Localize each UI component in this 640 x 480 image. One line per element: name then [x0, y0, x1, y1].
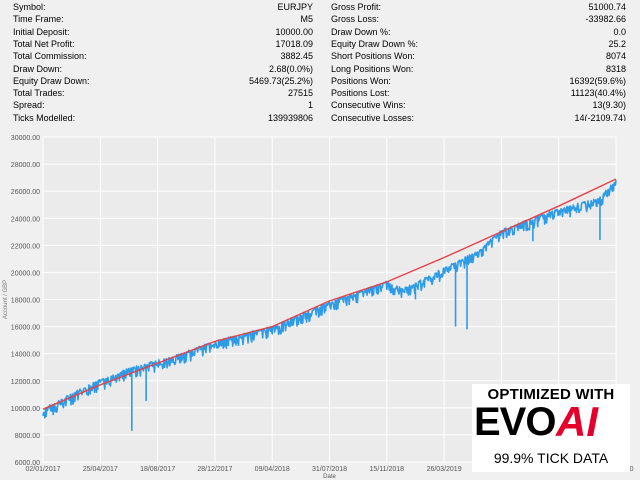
stat-value: M5	[300, 14, 313, 25]
y-tick-label: 6000.00	[15, 460, 40, 467]
y-tick-label: 20000.00	[11, 270, 40, 277]
stat-row: Time Frame: M5	[13, 13, 313, 25]
statistics-panel: Symbol: EURJPY Time Frame: M5 Initial Deposi…	[0, 0, 640, 124]
logo-tagline-bottom: 99.9% TICK DATA	[493, 450, 609, 466]
y-tick-label: 28000.00	[11, 162, 40, 169]
stat-label: Spread:	[13, 100, 45, 111]
stat-row: Gross Loss: -33982.66	[331, 13, 626, 25]
y-tick-label: 26000.00	[11, 189, 40, 196]
stat-row: Total Net Profit: 17018.09	[13, 38, 313, 50]
stat-label: Time Frame:	[13, 14, 64, 25]
stat-row: Gross Profit: 51000.74	[331, 1, 626, 13]
stat-value: 25.2	[608, 38, 626, 49]
stat-label: Ticks Modelled:	[13, 112, 76, 123]
chart-svg: 6000.00 8000.00 10000.00 12000.00 14000.00 16…	[3, 135, 634, 480]
stat-value: 13(9.30)	[592, 100, 626, 111]
stat-value: EURJPY	[277, 2, 313, 12]
stat-label: Positions Won:	[331, 75, 391, 86]
y-axis-label: Account / GBP	[3, 280, 9, 319]
stat-label: Equity Draw Down %:	[331, 38, 419, 49]
stat-value: 17018.09	[275, 38, 313, 49]
stat-label: Draw Down:	[13, 63, 63, 74]
stat-value: 51000.74	[588, 2, 626, 12]
stat-row: Total Commission: 3882.45	[13, 50, 313, 62]
stat-label: Gross Loss:	[331, 14, 380, 25]
logo-evo-text: EVO	[474, 400, 556, 444]
stat-row: Total Trades: 27515	[13, 87, 313, 99]
stat-row: Draw Down %: 0.0	[331, 26, 626, 38]
stat-label: Total Trades:	[13, 88, 65, 99]
stat-value: 8074	[605, 51, 626, 62]
stat-row: Positions Won: 16392(59.6%)	[331, 75, 626, 87]
x-tick-label: 09/04/2018	[255, 466, 290, 473]
x-tick-label: 28/12/2017	[197, 466, 232, 473]
stat-value: 1	[307, 100, 313, 111]
stat-label: Draw Down %:	[331, 26, 391, 37]
stat-label: Consecutive Wins:	[331, 100, 406, 111]
y-tick-label: 12000.00	[11, 379, 40, 386]
stat-label: Consecutive Losses:	[331, 112, 415, 123]
stat-value: 0.0	[613, 26, 626, 37]
x-tick-label: 15/11/2018	[370, 466, 405, 473]
stat-value: 3882.45	[280, 51, 313, 62]
stat-label: Symbol:	[13, 2, 46, 12]
stat-row: Long Positions Won: 8318	[331, 63, 626, 75]
stat-label: Total Commission:	[13, 51, 87, 62]
stat-label: Positions Lost:	[331, 88, 390, 99]
stat-value: 27515	[287, 88, 313, 99]
stat-value: -33982.66	[585, 14, 626, 25]
x-tick-label: 31/07/2018	[312, 466, 347, 473]
stat-row: Consecutive Wins: 13(9.30)	[331, 99, 626, 111]
stat-label: Long Positions Won:	[331, 63, 414, 74]
stat-value: 10000.00	[275, 26, 313, 37]
stat-value: 8318	[605, 63, 626, 74]
y-tick-label: 14000.00	[11, 352, 40, 359]
x-tick-label: 18/08/2017	[140, 466, 175, 473]
y-tick-label: 24000.00	[11, 216, 40, 223]
equity-line	[42, 180, 617, 419]
stat-label: Equity Draw Down:	[13, 75, 90, 86]
y-tick-label: 10000.00	[11, 406, 40, 413]
y-tick-label: 30000.00	[11, 135, 40, 142]
x-tick-label: 02/01/2017	[25, 466, 60, 473]
stat-label: Initial Deposit:	[13, 26, 70, 37]
stat-label: Total Net Profit:	[13, 38, 75, 49]
x-tick-label: 26/03/2019	[427, 466, 462, 473]
evo-ai-logo: OPTIMIZED WITH EVO AI 99.9% TICK DATA	[472, 384, 630, 472]
stat-value: 16392(59.6%)	[569, 75, 626, 86]
y-tick-label: 22000.00	[11, 243, 40, 250]
logo-tagline-top: OPTIMIZED WITH	[487, 386, 615, 403]
x-tick-label: 25/04/2017	[83, 466, 118, 473]
x-axis-label: Date	[323, 474, 336, 480]
stat-row: Short Positions Won: 8074	[331, 50, 626, 62]
stat-value: 14(-2109.74)	[574, 112, 626, 123]
stat-label: Gross Profit:	[331, 2, 382, 12]
stat-value: 2.68(0.0%)	[268, 63, 313, 74]
stat-value: 11123(40.4%)	[570, 88, 626, 99]
stat-row: Symbol: EURJPY	[13, 1, 313, 13]
stat-row: Positions Lost: 11123(40.4%)	[331, 87, 626, 99]
stat-row: Initial Deposit: 10000.00	[13, 26, 313, 38]
logo-ai-text: AI	[556, 398, 598, 445]
stat-row: Equity Draw Down %: 25.2	[331, 38, 626, 50]
stat-row: Consecutive Losses: 14(-2109.74)	[331, 112, 626, 124]
balance-line	[42, 178, 617, 410]
y-tick-label: 8000.00	[15, 433, 40, 440]
y-tick-label: 16000.00	[11, 325, 40, 332]
stat-label: Short Positions Won:	[331, 51, 415, 62]
y-tick-label: 18000.00	[11, 298, 40, 305]
stat-value: 5469.73(25.2%)	[248, 75, 313, 86]
stat-value: 139939806	[267, 112, 313, 123]
stat-row: Spread: 1	[13, 99, 313, 111]
stat-row: Draw Down: 2.68(0.0%)	[13, 63, 313, 75]
stat-row: Ticks Modelled: 139939806	[13, 112, 313, 124]
stat-row: Equity Draw Down: 5469.73(25.2%)	[13, 75, 313, 87]
